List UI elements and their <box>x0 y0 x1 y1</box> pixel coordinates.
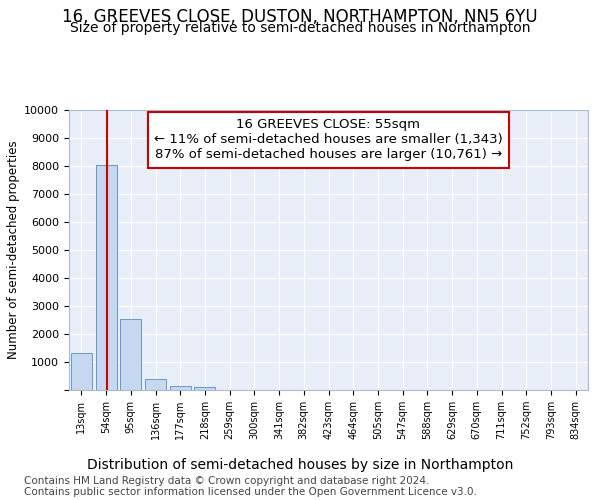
Text: Distribution of semi-detached houses by size in Northampton: Distribution of semi-detached houses by … <box>87 458 513 471</box>
Bar <box>120 319 141 390</box>
Bar <box>194 387 215 390</box>
Text: 16 GREEVES CLOSE: 55sqm
← 11% of semi-detached houses are smaller (1,343)
87% of: 16 GREEVES CLOSE: 55sqm ← 11% of semi-de… <box>154 118 503 162</box>
Text: 16, GREEVES CLOSE, DUSTON, NORTHAMPTON, NN5 6YU: 16, GREEVES CLOSE, DUSTON, NORTHAMPTON, … <box>62 8 538 26</box>
Bar <box>145 379 166 390</box>
Bar <box>71 353 92 390</box>
Text: Contains public sector information licensed under the Open Government Licence v3: Contains public sector information licen… <box>24 487 477 497</box>
Text: Size of property relative to semi-detached houses in Northampton: Size of property relative to semi-detach… <box>70 21 530 35</box>
Text: Contains HM Land Registry data © Crown copyright and database right 2024.: Contains HM Land Registry data © Crown c… <box>24 476 430 486</box>
Y-axis label: Number of semi-detached properties: Number of semi-detached properties <box>7 140 20 360</box>
Bar <box>170 386 191 390</box>
Bar <box>95 166 116 390</box>
